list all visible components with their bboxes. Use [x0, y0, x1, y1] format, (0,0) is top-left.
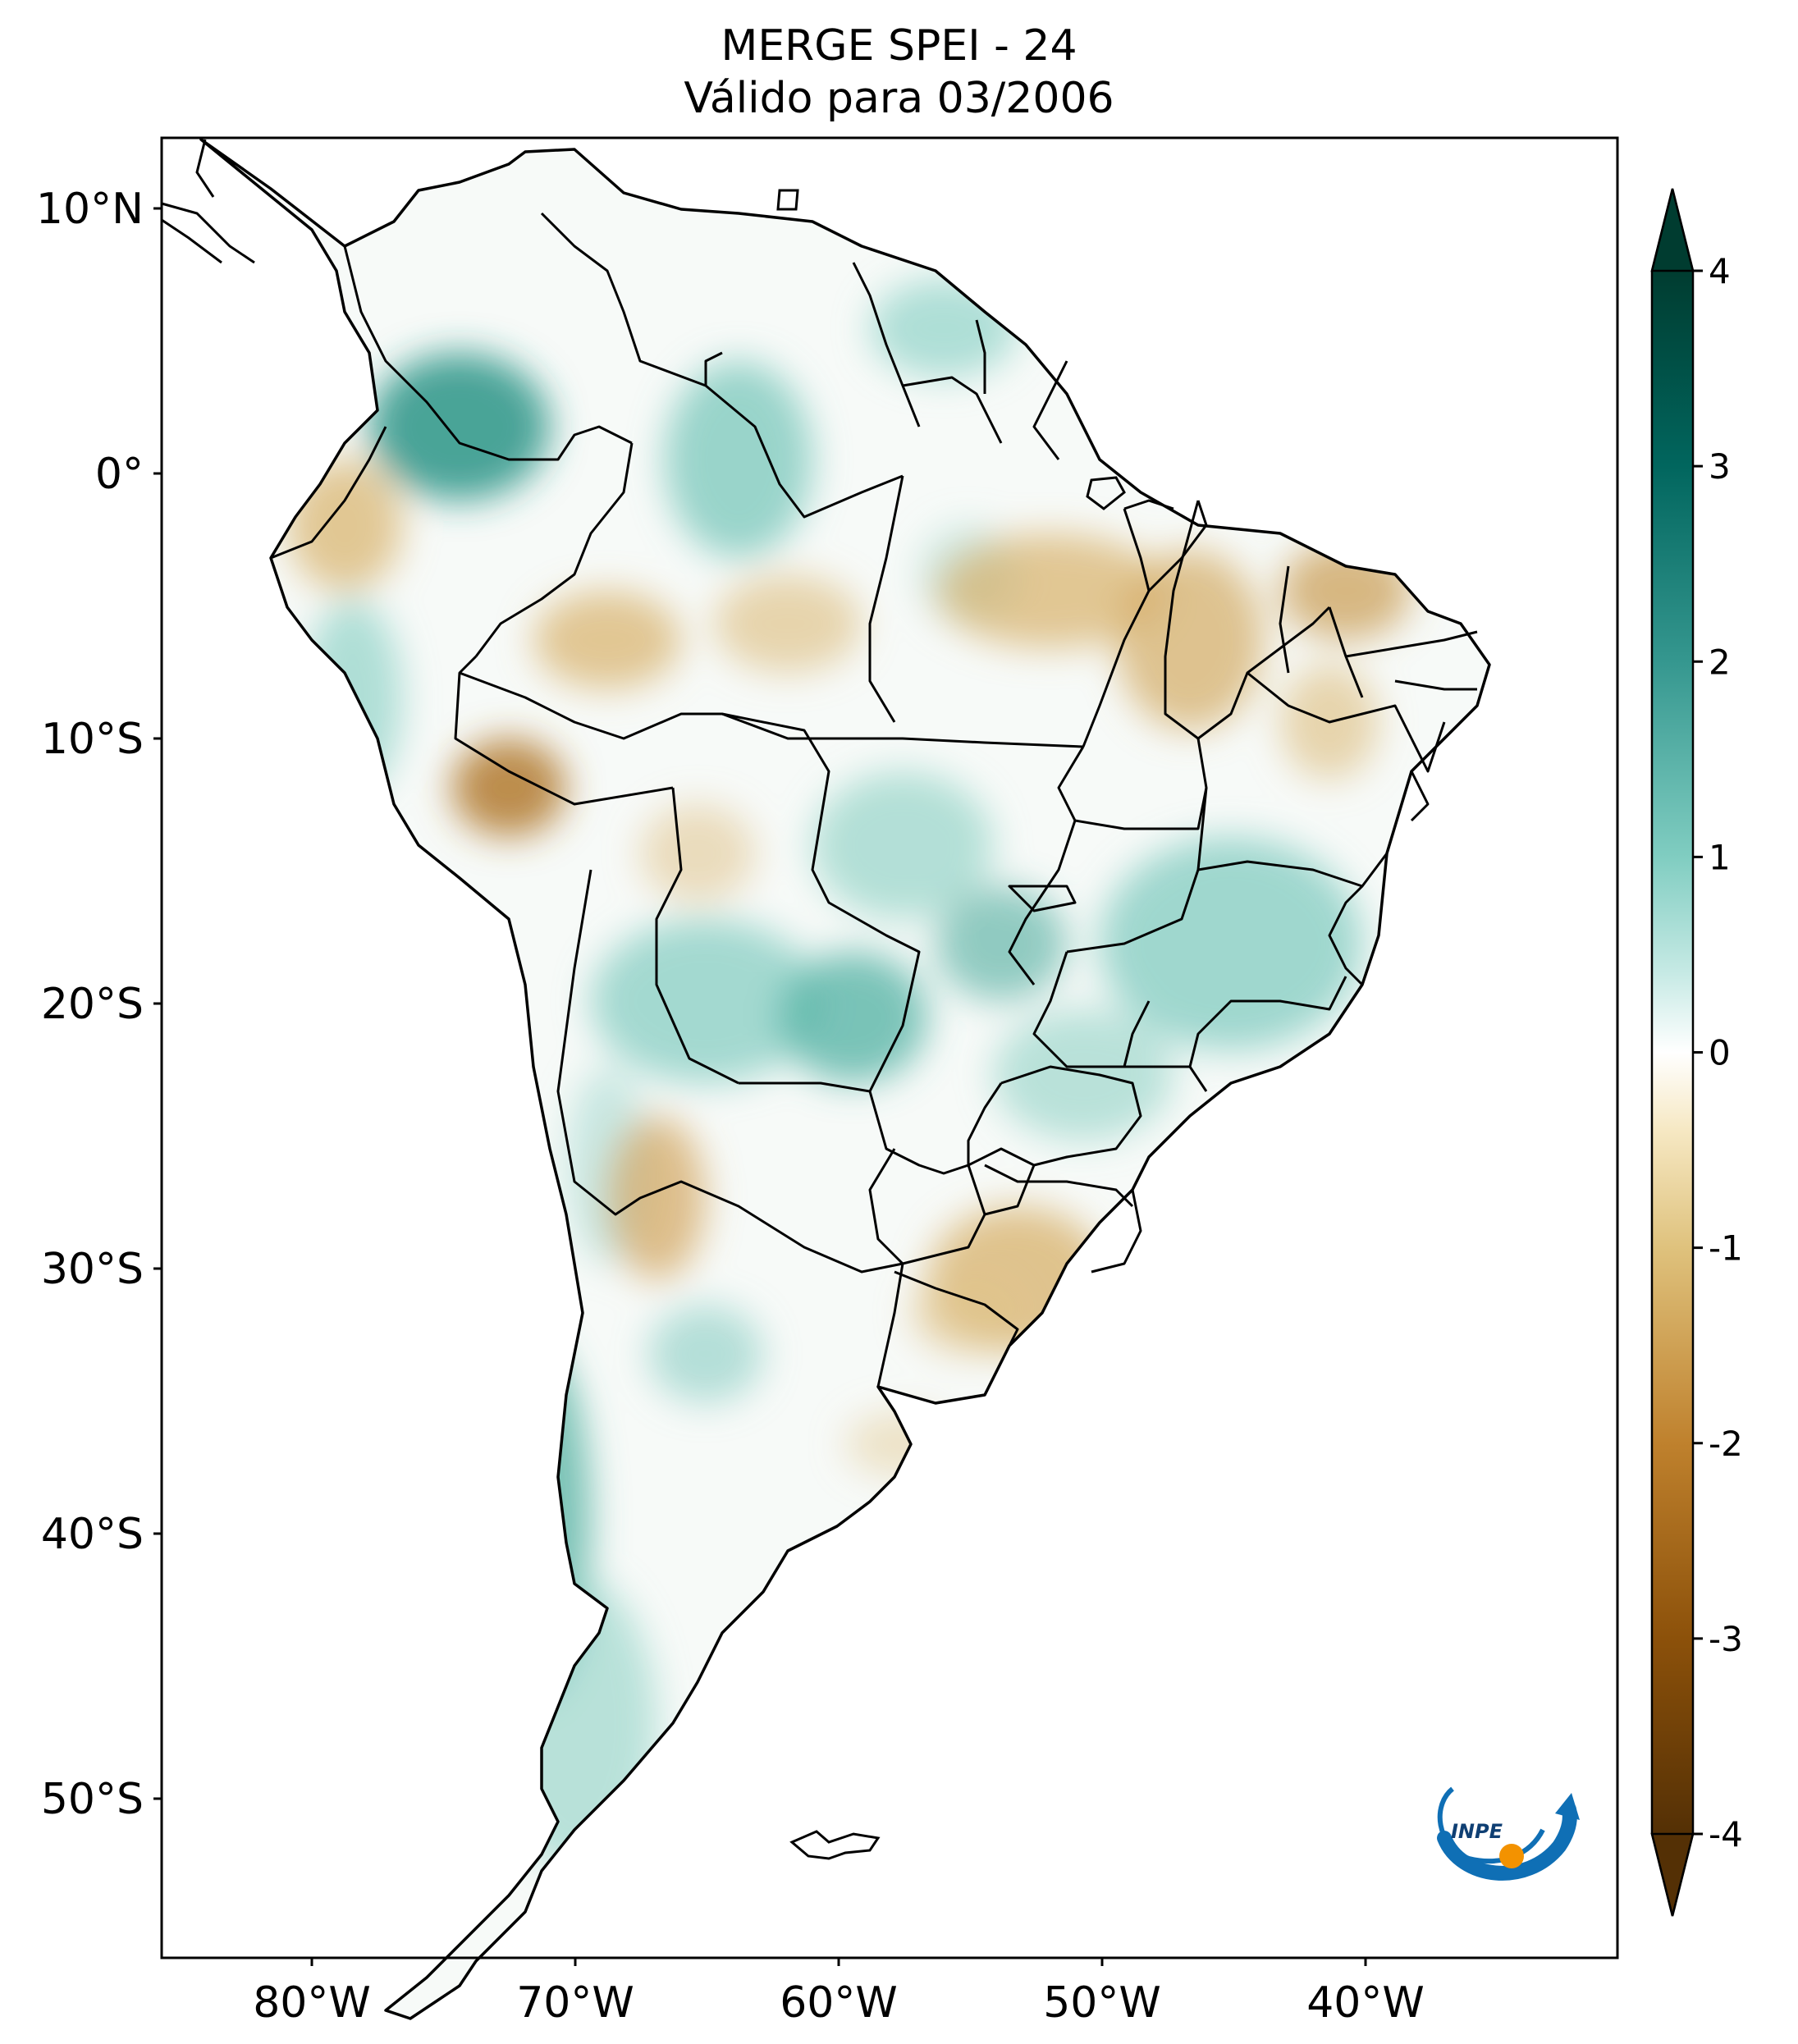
colorbar-ticks: 4 3 2 1 0 -1 -2 -3 -4 — [1693, 251, 1743, 1854]
falkland-islands — [789, 1830, 881, 1860]
lat-tick-label: 30°S — [41, 1245, 144, 1294]
lat-tick-label: 0° — [95, 450, 144, 499]
colorbar-tick-label: -1 — [1709, 1228, 1743, 1269]
colorbar-tick-label: -3 — [1709, 1619, 1743, 1659]
colorbar-tick-label: 0 — [1709, 1033, 1731, 1073]
logo-text: INPE — [1451, 1820, 1503, 1843]
lon-tick-label: 50°W — [1043, 1978, 1161, 2028]
lat-tick-label: 10°S — [41, 715, 144, 764]
lon-tick-label: 60°W — [780, 1978, 898, 2028]
lat-tick-label: 10°N — [36, 185, 144, 234]
chart-title-line1: MERGE SPEI - 24 — [721, 21, 1077, 71]
inpe-logo: INPE — [1437, 1786, 1580, 1881]
chart-title-line2: Válido para 03/2006 — [684, 74, 1114, 123]
lat-tick-label: 40°S — [41, 1510, 144, 1559]
colorbar-min-extension — [1650, 1832, 1695, 1917]
lat-tick-label: 50°S — [41, 1775, 144, 1824]
lat-tick-label: 20°S — [41, 980, 144, 1029]
colorbar-tick-label: 1 — [1709, 837, 1731, 877]
colorbar-tick-label: -2 — [1709, 1424, 1743, 1464]
colorbar-tick-label: 3 — [1709, 446, 1731, 487]
country-borders — [270, 212, 1068, 1388]
central-america-outline — [161, 202, 255, 264]
colorbar-max-extension — [1650, 188, 1695, 272]
colorbar-tick-label: 4 — [1709, 251, 1731, 291]
colorbar-ramp — [1652, 271, 1693, 1834]
latitude-axis: 10°N 0° 10°S 20°S 30°S 40°S 50°S — [36, 185, 162, 1824]
panama-outline — [195, 139, 215, 198]
colorbar-tick-label: 2 — [1709, 642, 1731, 682]
longitude-axis: 80°W 70°W 60°W 50°W 40°W — [253, 1958, 1425, 2028]
lon-tick-label: 70°W — [516, 1978, 634, 2028]
map-frame — [160, 136, 1619, 1959]
logo-swoosh-icon — [1437, 1802, 1577, 1881]
lon-tick-label: 40°W — [1306, 1978, 1425, 2028]
logo-arrow-icon — [1555, 1793, 1580, 1820]
state-borders — [459, 475, 1478, 1273]
trinidad-island — [776, 189, 799, 211]
colorbar-tick-label: -4 — [1709, 1814, 1743, 1854]
logo-sun-icon — [1499, 1844, 1524, 1868]
colorbar: 4 3 2 1 0 -1 -2 -3 -4 — [1650, 188, 1743, 1917]
marajo-island — [1086, 476, 1126, 510]
lon-tick-label: 80°W — [253, 1978, 371, 2028]
